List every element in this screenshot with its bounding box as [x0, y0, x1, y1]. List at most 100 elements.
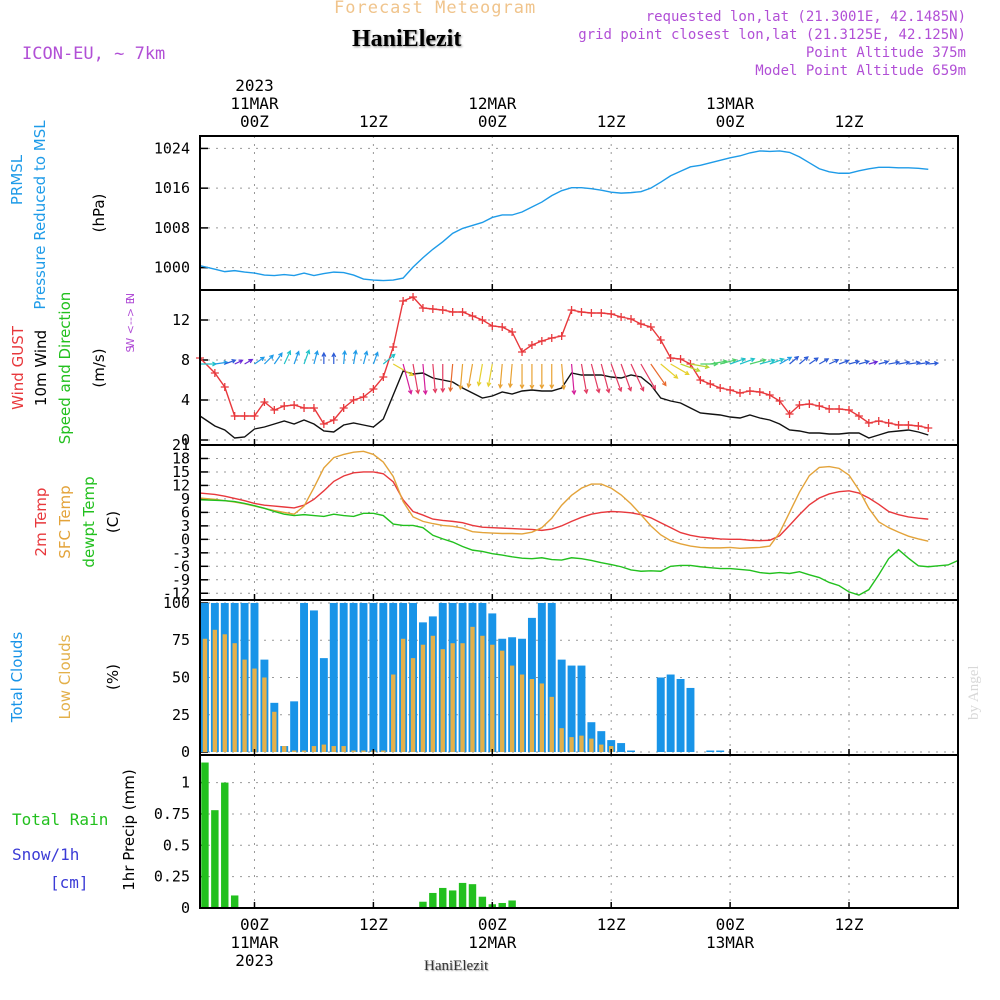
wind-direction-arrow	[529, 364, 535, 390]
bar-total-clouds	[359, 602, 368, 753]
wind-direction-arrow	[507, 363, 513, 389]
ytick-label-precip: 0.75	[154, 805, 190, 823]
bar-low-clouds	[519, 674, 525, 753]
bar-rain	[498, 902, 506, 908]
wind-direction-arrow	[858, 359, 871, 365]
panel-frame	[199, 135, 959, 291]
gust-marker	[587, 309, 596, 317]
top-time-label: 00Z	[478, 112, 507, 131]
bar-low-clouds	[311, 746, 317, 753]
model-point-altitude: Model Point Altitude 659m	[755, 63, 966, 79]
gust-marker	[478, 316, 487, 324]
footer-location: HaniElezit	[424, 958, 489, 974]
bar-total-clouds	[547, 602, 556, 753]
bar-total-clouds	[666, 674, 675, 753]
gust-marker	[607, 310, 616, 318]
bar-low-clouds	[529, 678, 535, 753]
temp-unit: (C)	[104, 511, 122, 533]
gust-marker	[646, 323, 655, 331]
wind-direction-arrow	[303, 349, 311, 365]
panel-wind	[196, 289, 959, 446]
wind-direction-arrow	[818, 358, 830, 365]
gust-marker	[676, 355, 685, 363]
ytick-label-temperature: -3	[172, 544, 190, 562]
gust-marker	[498, 323, 507, 331]
panel-clouds	[199, 599, 959, 756]
bottom-time-label: 00Z	[716, 915, 745, 934]
bar-rain	[211, 810, 219, 908]
wind-direction-arrow	[402, 363, 413, 395]
gust-marker	[884, 419, 893, 427]
bar-low-clouds	[321, 744, 327, 753]
wind-direction-arrow	[680, 363, 701, 373]
ytick-label-temperature: -6	[172, 557, 190, 575]
bar-low-clouds	[509, 665, 515, 753]
wind-direction-arrow	[412, 363, 421, 395]
gust-marker	[537, 337, 546, 345]
wind-direction-arrow	[372, 351, 379, 365]
bar-low-clouds	[500, 650, 505, 753]
bar-low-clouds	[470, 626, 475, 753]
wind-direction-arrow	[448, 363, 454, 393]
bar-total-clouds	[617, 743, 626, 753]
bottom-time-label: 12MAR	[468, 933, 517, 952]
gust-marker	[329, 416, 338, 424]
bar-total-clouds	[319, 658, 328, 753]
bar-low-clouds	[212, 629, 218, 753]
ytick-label-precip: 0	[181, 899, 190, 917]
wind-direction-arrow	[313, 349, 319, 365]
wind-direction-arrow	[466, 363, 474, 389]
gust-marker	[508, 328, 517, 336]
ytick-label-pressure: 1000	[154, 259, 190, 277]
ytick-label-temperature: -9	[172, 571, 190, 589]
gust-marker	[280, 402, 289, 410]
top-time-label: 12Z	[359, 112, 388, 131]
ytick-label-pressure: 1024	[154, 139, 190, 157]
top-time-label: 00Z	[240, 112, 269, 131]
bar-low-clouds	[341, 746, 346, 753]
panel-frame	[199, 444, 959, 601]
bar-low-clouds	[361, 750, 366, 753]
bar-low-clouds	[242, 659, 247, 753]
bottom-time-label: 00Z	[478, 915, 507, 934]
bottom-time-label: 12Z	[597, 915, 626, 934]
line-pressure	[199, 150, 929, 282]
bar-low-clouds	[232, 643, 237, 753]
wind-direction-arrow	[600, 363, 611, 394]
wind-direction-arrow	[244, 358, 254, 365]
ytick-label-temperature: 3	[181, 517, 190, 535]
gust-marker	[389, 343, 398, 351]
bar-low-clouds	[420, 644, 426, 753]
gust-marker	[825, 405, 834, 413]
gust-marker	[409, 293, 418, 301]
gust-marker	[339, 404, 348, 412]
bar-low-clouds	[381, 750, 386, 753]
requested-coordinates: requested lon,lat (21.3001E, 42.1485N)	[645, 9, 966, 25]
wind-direction-arrow	[878, 359, 890, 365]
wind-direction-arrow	[828, 358, 840, 365]
gust-marker	[726, 386, 735, 394]
bar-total-clouds	[706, 750, 715, 753]
gust-marker	[220, 383, 229, 391]
wind-direction-arrow	[650, 363, 667, 387]
wind-direction-arrow	[769, 357, 785, 365]
bar-total-clouds	[290, 701, 299, 753]
wind-direction-arrow	[497, 363, 503, 389]
bar-low-clouds	[480, 635, 485, 753]
speed-direction-label: Speed and Direction	[56, 292, 74, 445]
ytick-label-wind: 0	[181, 431, 190, 449]
gust-marker	[418, 304, 427, 312]
bar-low-clouds	[262, 677, 267, 753]
bar-low-clouds	[450, 643, 455, 753]
bar-total-clouds	[329, 602, 338, 753]
grid-point-coordinates: grid point closest lon,lat (21.3125E, 42…	[578, 27, 966, 43]
gust-marker	[864, 419, 873, 427]
ytick-label-temperature: 9	[181, 490, 190, 508]
sfc-temp-label: SFC Temp	[56, 485, 74, 558]
ytick-label-precip: 0.5	[163, 836, 190, 854]
wind-direction-arrow	[342, 349, 347, 365]
bar-total-clouds	[686, 687, 695, 753]
bar-low-clouds	[410, 658, 416, 753]
bar-rain	[429, 892, 437, 908]
gust-marker	[845, 406, 854, 414]
